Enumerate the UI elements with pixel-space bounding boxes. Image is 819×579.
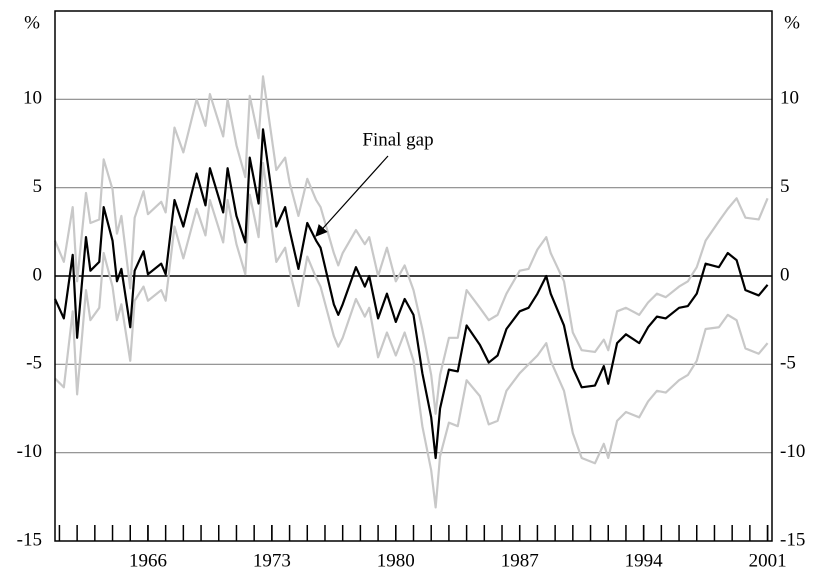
x-tick-label: 1966 bbox=[129, 550, 167, 571]
y-tick-label: 0 bbox=[33, 264, 43, 285]
y-tick-label: 10 bbox=[23, 88, 42, 109]
series-line bbox=[54, 161, 769, 509]
y-tick-label: 5 bbox=[33, 176, 43, 197]
y2-axis-unit: % bbox=[784, 12, 800, 33]
x-tick-label: 1994 bbox=[625, 550, 664, 571]
y-axis-unit: % bbox=[24, 12, 40, 33]
y2-tick-label: -5 bbox=[780, 353, 796, 374]
y2-tick-label: -15 bbox=[780, 529, 805, 550]
x-tick-label: 2001 bbox=[749, 550, 787, 571]
x-tick-label: 1973 bbox=[253, 550, 291, 571]
y2-tick-label: 0 bbox=[780, 264, 790, 285]
series-line bbox=[53, 75, 769, 415]
series-line bbox=[53, 128, 769, 460]
annotation: Final gap bbox=[362, 129, 433, 150]
y2-tick-label: 5 bbox=[780, 176, 790, 197]
annotation-arrow bbox=[315, 155, 389, 237]
y-tick-label: -15 bbox=[17, 529, 42, 550]
y-tick-label: -10 bbox=[17, 441, 42, 462]
x-tick-label: 1987 bbox=[501, 550, 539, 571]
y-tick-label: -5 bbox=[26, 353, 42, 374]
y2-tick-label: 10 bbox=[780, 88, 799, 109]
y2-tick-label: -10 bbox=[780, 441, 805, 462]
x-tick-label: 1980 bbox=[377, 550, 415, 571]
plot-frame bbox=[54, 10, 773, 542]
